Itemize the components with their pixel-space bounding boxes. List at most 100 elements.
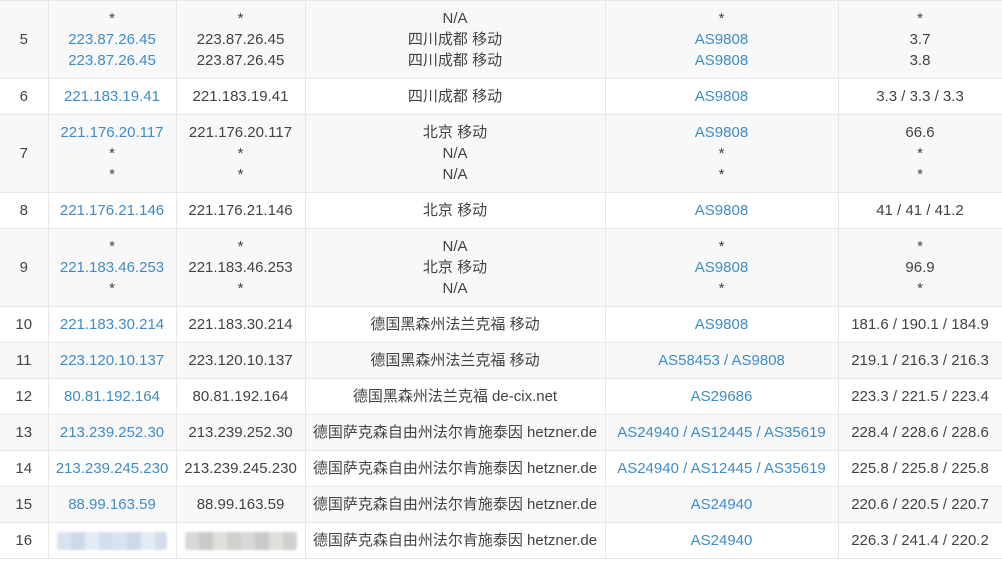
timeout-asterisk: *	[718, 166, 725, 183]
hop-number-cell: 14	[0, 450, 49, 487]
hop-number-cell: 15	[0, 486, 49, 523]
location-text: 德国萨克森自由州法尔肯施泰因 hetzner.de	[312, 496, 598, 513]
asn-link[interactable]: AS24940	[690, 532, 753, 549]
ip-address-link[interactable]: 88.99.163.59	[68, 496, 156, 513]
timeout-asterisk: *	[237, 280, 244, 297]
asn-separator: /	[752, 460, 765, 477]
location-cell: 德国萨克森自由州法尔肯施泰因 hetzner.de	[304, 522, 606, 559]
latency-cell: 3.3 / 3.3 / 3.3	[837, 78, 1002, 115]
timeout-asterisk: *	[237, 10, 244, 27]
asn-cell: AS9808 * *	[604, 114, 839, 193]
ip-text-cell: 223.120.10.137	[175, 342, 306, 379]
ip-address-link[interactable]: 223.87.26.45	[68, 52, 156, 69]
latency-cell: 228.4 / 228.6 / 228.6	[837, 414, 1002, 451]
ip-address-link[interactable]: 213.239.252.30	[59, 424, 165, 441]
latency-value: 181.6 / 190.1 / 184.9	[851, 316, 989, 333]
timeout-asterisk: *	[917, 145, 923, 162]
ip-address-link[interactable]: 221.183.19.41	[64, 88, 160, 105]
asn-link[interactable]: AS24940	[690, 496, 753, 513]
asn-link[interactable]: AS9808	[694, 316, 749, 333]
cell-line: N/A	[312, 8, 599, 29]
ip-address-text: 213.239.252.30	[188, 424, 293, 441]
cell-line: 四川成都 移动	[312, 29, 599, 50]
cell-line: *	[612, 8, 832, 29]
table-row-hop-14: 14 213.239.245.230 213.239.245.230 德国萨克森自由州…	[0, 450, 1002, 487]
table-row-hop-5: 5 * 223.87.26.45 223.87.26.45 * 223.87.26.45 2…	[0, 0, 1002, 79]
asn-link[interactable]: AS9808	[694, 52, 749, 69]
hop-number-cell: 12	[0, 378, 49, 415]
ip-address-text: 223.87.26.45	[196, 31, 285, 48]
ip-address-link[interactable]: 213.239.245.230	[55, 460, 169, 477]
cell-line: 66.6	[845, 122, 996, 143]
latency-cell: * 96.9 *	[837, 228, 1002, 307]
cell-line: 3.7	[845, 29, 996, 50]
location-text: 四川成都 移动	[407, 31, 503, 48]
location-cell: 四川成都 移动	[304, 78, 606, 115]
cell-line: N/A	[312, 278, 599, 299]
asn-link[interactable]: AS9808	[694, 124, 749, 141]
cell-line: 221.183.30.214	[55, 314, 170, 335]
asn-link[interactable]: AS24940	[617, 424, 679, 441]
table-row-hop-7: 7 221.176.20.117 * * 221.176.20.117 * * 北京 移动 N/…	[0, 114, 1002, 193]
asn-link[interactable]: AS9808	[694, 259, 749, 276]
latency-cell: * 3.7 3.8	[837, 0, 1002, 79]
asn-cell: AS58453 / AS9808	[604, 342, 839, 379]
ip-address-text: 223.120.10.137	[188, 352, 293, 369]
location-text: N/A	[442, 145, 468, 162]
ip-address-link[interactable]: 221.183.30.214	[59, 316, 165, 333]
timeout-asterisk: *	[109, 145, 115, 162]
asn-link[interactable]: AS9808	[694, 202, 749, 219]
location-text: 德国黑森州法兰克福 移动	[370, 316, 540, 333]
cell-line: 北京 移动	[312, 257, 599, 278]
hop-number: 5	[19, 31, 28, 48]
latency-value: 226.3 / 241.4 / 220.2	[851, 532, 989, 549]
cell-line: 88.99.163.59	[183, 494, 299, 515]
location-cell: N/A 四川成都 移动 四川成都 移动	[304, 0, 606, 79]
cell-line: *	[612, 236, 832, 257]
ip-address-link[interactable]: 221.183.46.253	[59, 259, 165, 276]
asn-link[interactable]: AS24940	[617, 460, 679, 477]
ip-address-text: 221.183.46.253	[188, 259, 293, 276]
asn-link[interactable]: AS35619	[764, 424, 826, 441]
ip-address-link[interactable]: 221.176.20.117	[60, 124, 164, 141]
cell-line: 3.8	[845, 50, 996, 71]
asn-link[interactable]: AS12445	[690, 460, 753, 477]
cell-line: N/A	[312, 143, 599, 164]
cell-line: *	[612, 278, 832, 299]
asn-link[interactable]: AS9808	[694, 88, 749, 105]
asn-link[interactable]: AS35619	[764, 460, 826, 477]
cell-line: 德国萨克森自由州法尔肯施泰因 hetzner.de	[312, 458, 599, 479]
timeout-asterisk: *	[718, 145, 725, 162]
cell-line: 213.239.245.230	[183, 458, 299, 479]
asn-link[interactable]: AS58453	[658, 352, 720, 369]
latency-cell: 226.3 / 241.4 / 220.2	[837, 522, 1002, 559]
latency-value: 228.4 / 228.6 / 228.6	[851, 424, 989, 441]
hop-number-cell: 7	[0, 114, 49, 193]
asn-link[interactable]: AS12445	[690, 424, 753, 441]
asn-separator: /	[752, 424, 765, 441]
ip-link-cell: 221.183.30.214	[47, 306, 177, 343]
asn-link[interactable]: AS9808	[694, 31, 749, 48]
latency-value: 3.8	[909, 52, 931, 69]
cell-line: 223.120.10.137	[55, 350, 170, 371]
cell-line: AS9808	[612, 50, 832, 71]
cell-line: 221.183.46.253	[55, 257, 170, 278]
timeout-asterisk: *	[109, 280, 115, 297]
latency-value: 225.8 / 225.8 / 225.8	[851, 460, 989, 477]
ip-address-link[interactable]: 80.81.192.164	[64, 388, 160, 405]
asn-cell: AS24940 / AS12445 / AS35619	[604, 414, 839, 451]
ip-address-link[interactable]: 223.87.26.45	[68, 31, 156, 48]
cell-line: 221.176.20.117	[183, 122, 299, 143]
cell-line: *	[183, 143, 299, 164]
cell-line: 181.6 / 190.1 / 184.9	[845, 314, 996, 335]
asn-link[interactable]: AS9808	[731, 352, 785, 369]
asn-link[interactable]: AS29686	[690, 388, 753, 405]
ip-link-cell: 213.239.245.230	[47, 450, 177, 487]
cell-line: 北京 移动	[312, 122, 599, 143]
ip-text-cell: 80.81.192.164	[175, 378, 306, 415]
ip-address-link[interactable]: 223.120.10.137	[59, 352, 165, 369]
ip-link-cell: 223.120.10.137	[47, 342, 177, 379]
ip-address-link[interactable]: 221.176.21.146	[59, 202, 165, 219]
